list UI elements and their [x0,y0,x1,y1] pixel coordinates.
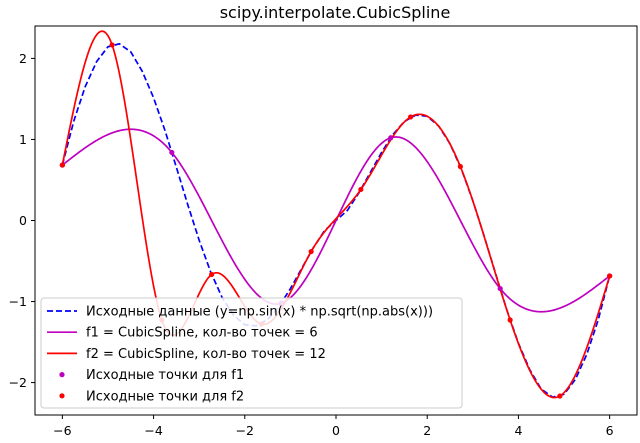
data-point [169,149,175,156]
series-line-2 [61,30,611,399]
data-point [557,393,563,399]
y-tick-label: −1 [9,294,27,309]
y-tick-label: 0 [19,213,27,228]
x-tick-label: 0 [332,423,340,438]
data-point [109,42,115,48]
data-point [497,285,503,292]
legend-marker [59,393,65,399]
data-point [607,273,613,279]
y-tick-label: 2 [19,51,27,66]
data-point [308,248,314,255]
legend-label: f2 = CubicSpline, кол-во точек = 12 [86,347,326,362]
x-tick-label: 2 [423,423,431,438]
legend-marker [59,372,65,378]
data-point [507,317,513,323]
x-tick-label: 4 [514,423,522,438]
legend-box [40,297,463,409]
y-tick-label: −2 [9,375,27,390]
chart-title: scipy.interpolate.CubicSpline [220,3,451,22]
legend: Исходные данные (y=np.sin(x) * np.sqrt(n… [40,297,463,409]
data-point [209,271,215,278]
x-tick-label: −2 [236,423,254,438]
legend-label: Исходные данные (y=np.sin(x) * np.sqrt(n… [86,305,433,320]
y-tick-label: 1 [19,132,27,147]
series-line-1 [61,128,611,313]
legend-label: Исходные точки для f1 [86,368,244,383]
x-tick-label: 6 [606,423,614,438]
data-point [388,135,394,141]
legend-label: Исходные точки для f2 [86,389,244,404]
plot-lines [61,30,611,399]
x-tick-label: −6 [53,423,71,438]
x-tick-label: −4 [144,423,162,438]
x-axis: −6 −4 −2 0 2 4 6 [53,415,614,438]
data-point [358,186,364,193]
data-point [408,114,414,120]
legend-label: f1 = CubicSpline, кол-во точек = 6 [86,326,318,341]
data-point [457,163,463,170]
data-point [59,162,65,168]
y-axis: −2 −1 0 1 2 [9,51,35,390]
